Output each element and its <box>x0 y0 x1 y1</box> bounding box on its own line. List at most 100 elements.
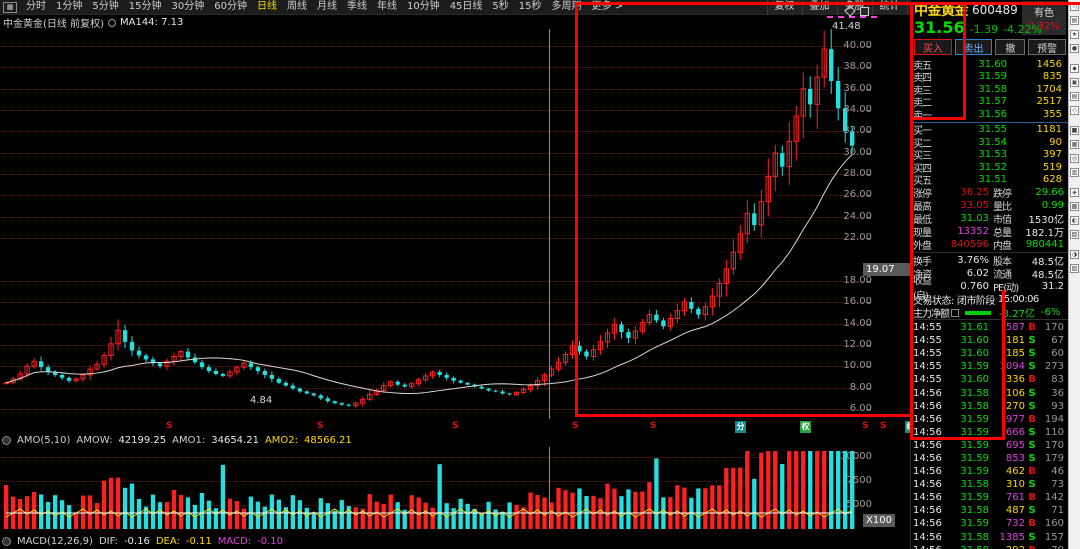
rail-icon-9[interactable]: ▦ <box>1070 140 1079 149</box>
period-tab-14[interactable]: 15秒 <box>518 1 542 12</box>
event-marker[interactable]: S <box>880 421 887 431</box>
period-tab-12[interactable]: 45日线 <box>449 1 483 12</box>
order-book-row-ask-4[interactable]: 卖一 31.56 355 <box>911 108 1069 122</box>
price-axis-tick <box>866 46 871 47</box>
order-book-row-ask-0[interactable]: 卖五 31.60 1456 <box>911 58 1069 72</box>
trade-button-plain-2[interactable]: 撤 <box>995 39 1026 55</box>
volume-pane[interactable]: 10000 7500 5000 X100 <box>0 447 910 529</box>
rail-icon-13[interactable]: ▩ <box>1070 202 1079 211</box>
rail-icon-16[interactable]: ◑ <box>1070 250 1079 259</box>
period-tab-0[interactable]: 分时 <box>26 1 46 12</box>
period-tab-10[interactable]: 年线 <box>376 1 397 12</box>
period-tab-13[interactable]: 5秒 <box>492 1 509 12</box>
tick-row[interactable]: 14:56 31.58 1385 S 157 <box>911 531 1069 544</box>
order-book-row-ask-1[interactable]: 卖四 31.59 835 <box>911 71 1069 84</box>
period-tab-6[interactable]: 日线 <box>256 1 277 12</box>
rail-icon-6[interactable]: ▤ <box>1070 92 1079 101</box>
trade-button-plain-3[interactable]: 预警 <box>1028 39 1067 55</box>
period-tab-2[interactable]: 5分钟 <box>92 1 119 12</box>
tick-row[interactable]: 14:56 31.59 732 B 160 <box>911 517 1069 530</box>
order-book-row-bid-2[interactable]: 买三 31.53 397 <box>911 149 1069 162</box>
stat-key: 最低 <box>913 215 932 226</box>
tick-price: 31.60 <box>960 374 989 386</box>
note-marker-icon[interactable] <box>860 7 869 16</box>
rail-icon-4[interactable]: ◆ <box>1070 64 1079 73</box>
period-tab-3[interactable]: 15分钟 <box>128 1 162 12</box>
tick-row[interactable]: 14:55 31.61 587 B 170 <box>911 321 1069 334</box>
rail-icon-2[interactable]: ★ <box>1070 30 1079 39</box>
order-book-row-ask-2[interactable]: 卖三 31.58 1704 <box>911 83 1069 97</box>
order-book-row-bid-3[interactable]: 买四 31.52 519 <box>911 161 1069 175</box>
rail-icon-14[interactable]: ◐ <box>1070 216 1079 225</box>
tick-row[interactable]: 14:56 31.58 106 S 36 <box>911 386 1069 399</box>
order-book-row-ask-3[interactable]: 卖二 31.57 2517 <box>911 96 1069 109</box>
tick-time: 14:56 <box>913 518 942 530</box>
tick-row[interactable]: 14:56 31.59 666 S 110 <box>911 426 1069 439</box>
period-tab-9[interactable]: 季线 <box>346 1 367 12</box>
rail-icon-8[interactable]: ■ <box>1070 126 1079 135</box>
rail-icon-12[interactable]: ◈ <box>1070 188 1079 197</box>
price-chart-pane[interactable]: 41.48 4.84 40.00 38.00 36.00 34.00 32.00 30.0… <box>0 5 910 419</box>
stat-value: 6.02 <box>966 268 989 279</box>
sector-box[interactable]: 有色 0.32% <box>1022 1 1066 35</box>
tick-row[interactable]: 14:56 31.58 487 S 71 <box>911 504 1069 517</box>
tick-row[interactable]: 14:56 31.58 310 S 73 <box>911 478 1069 491</box>
grid-icon[interactable]: ▦ <box>3 1 17 13</box>
indicator-settings-icon[interactable] <box>2 435 11 445</box>
event-marker[interactable]: 权 <box>800 421 811 433</box>
tick-row[interactable]: 14:55 31.59 1094 S 273 <box>911 360 1069 373</box>
order-book-row-bid-1[interactable]: 买二 31.54 90 <box>911 136 1069 150</box>
event-marker[interactable]: S <box>650 421 657 431</box>
event-marker[interactable]: S <box>572 421 579 431</box>
settings-dot-icon[interactable] <box>107 19 116 27</box>
period-tab-4[interactable]: 30分钟 <box>171 1 205 12</box>
rail-icon-17[interactable]: ▨ <box>1070 264 1079 273</box>
rail-icon-7[interactable]: ◇ <box>1070 106 1079 115</box>
tick-row[interactable]: 14:56 31.59 977 B 194 <box>911 413 1069 426</box>
event-marker[interactable]: 分 <box>735 421 746 433</box>
rail-icon-1[interactable]: ▤ <box>1070 16 1079 25</box>
period-tab-7[interactable]: 周线 <box>286 1 307 12</box>
tick-row[interactable]: 14:56 31.59 761 B 142 <box>911 491 1069 504</box>
event-marker[interactable]: S <box>862 421 869 431</box>
rail-icon-3[interactable]: ● <box>1070 44 1079 53</box>
price-axis-label: 6.00 <box>849 403 872 414</box>
period-tab-5[interactable]: 60分钟 <box>214 1 247 12</box>
stat-value-2: 980441 <box>1025 239 1064 250</box>
trade-button-buy-0[interactable]: 买入 <box>914 39 952 55</box>
order-book-row-bid-4[interactable]: 买五 31.51 628 <box>911 174 1069 187</box>
order-book-volume: 628 <box>1042 174 1062 186</box>
period-tab-15[interactable]: 多周期 <box>551 1 582 12</box>
tick-row[interactable]: 14:56 31.59 462 B 46 <box>911 465 1069 478</box>
tick-row[interactable]: 14:56 31.58 270 S 93 <box>911 400 1069 413</box>
rail-icon-15[interactable]: ▧ <box>1070 230 1079 239</box>
rail-icon-10[interactable]: ◎ <box>1070 154 1079 163</box>
tick-list[interactable]: 14:55 31.61 587 B 170 14:55 31.60 181 S 67 14:55 31… <box>911 321 1069 549</box>
rail-icon-5[interactable]: ▣ <box>1070 78 1079 87</box>
trade-button-sell-1[interactable]: 卖出 <box>954 39 993 55</box>
order-book-volume: 1456 <box>1036 58 1062 70</box>
tick-row[interactable]: 14:56 31.59 695 S 170 <box>911 439 1069 452</box>
period-tab-8[interactable]: 月线 <box>316 1 337 12</box>
tick-time: 14:56 <box>913 413 942 425</box>
order-book-volume: 1181 <box>1036 124 1062 136</box>
tick-row[interactable]: 14:55 31.60 336 B 83 <box>911 373 1069 386</box>
period-tab-1[interactable]: 1分钟 <box>56 1 83 12</box>
stat-key: 换手 <box>913 257 932 268</box>
list-icon[interactable] <box>951 308 959 317</box>
period-tab-16[interactable]: 更多 > <box>591 1 624 12</box>
tick-count: 273 <box>1044 361 1064 373</box>
macd-settings-icon[interactable] <box>2 536 11 546</box>
event-marker[interactable]: S <box>166 421 173 431</box>
event-marker[interactable]: S <box>452 421 459 431</box>
order-book-volume: 397 <box>1042 149 1062 161</box>
tick-row[interactable]: 14:56 31.59 853 S 179 <box>911 452 1069 465</box>
tick-row[interactable]: 14:55 31.60 185 S 60 <box>911 347 1069 360</box>
rail-icon-11[interactable]: ▥ <box>1070 168 1079 177</box>
stat-key: 最高 <box>913 202 932 213</box>
period-tab-11[interactable]: 10分钟 <box>406 1 440 12</box>
tick-row[interactable]: 14:55 31.60 181 S 67 <box>911 334 1069 347</box>
order-book-row-bid-0[interactable]: 买一 31.55 1181 <box>911 124 1069 137</box>
event-marker[interactable]: S <box>317 421 324 431</box>
